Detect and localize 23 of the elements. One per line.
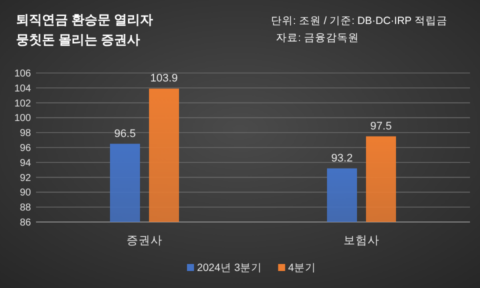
y-tick-label: 86 — [20, 218, 32, 228]
y-tick-label: 102 — [14, 98, 32, 110]
y-tick-label: 98 — [20, 128, 32, 140]
y-tick-label: 90 — [20, 188, 32, 199]
text: 자료: 금융감독원 — [276, 32, 359, 44]
y-tick-label: 106 — [14, 68, 32, 80]
data-label: 96.5 — [114, 128, 136, 140]
chart-title: 퇴직연금 환승문 열리자 — [16, 12, 154, 27]
y-tick-label: 92 — [20, 172, 32, 184]
data-label: 97.5 — [370, 120, 392, 132]
x-tick-label: 증권사 — [126, 235, 162, 247]
y-tick-label: 94 — [20, 158, 32, 169]
chart-subtitle: 뭉칫돈 몰리는 증권사 — [16, 32, 140, 47]
data-label: 93.2 — [331, 152, 353, 164]
y-tick-label: 104 — [14, 83, 32, 94]
y-tick-label: 88 — [20, 202, 32, 214]
x-tick-label: 보험사 — [344, 235, 380, 247]
legend-label: 2024년 3분기 — [197, 262, 262, 274]
legend-label: 4분기 — [288, 262, 316, 274]
text: 단위: 조원 / 기준: DB·DC·IRP 적립금 — [271, 15, 448, 27]
y-tick-label: 100 — [14, 113, 32, 124]
data-label: 103.9 — [150, 72, 178, 85]
y-tick-label: 96 — [20, 143, 32, 154]
